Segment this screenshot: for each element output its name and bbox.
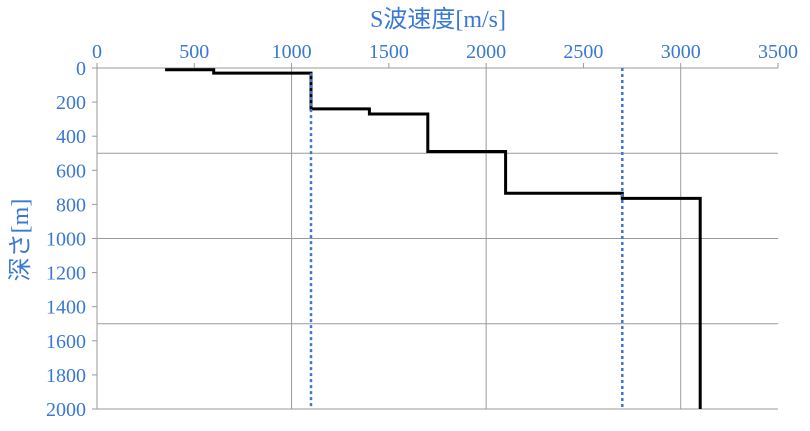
velocity-profile-line	[165, 68, 702, 409]
y-axis-label: 深さ[m]	[7, 199, 34, 282]
x-tick-label: 2000	[466, 41, 506, 63]
y-tick-label: 0	[76, 58, 86, 80]
y-tick-label: 1600	[46, 331, 86, 353]
y-tick-label: 400	[56, 126, 86, 148]
y-tick-label: 600	[56, 160, 86, 182]
y-tick-label: 1400	[46, 297, 86, 319]
y-tick-label: 1200	[46, 263, 86, 285]
x-tick-label: 1500	[369, 41, 409, 63]
y-tick-label: 1000	[46, 229, 86, 251]
x-tick-label: 1000	[272, 41, 312, 63]
x-tick-label: 500	[179, 41, 209, 63]
x-axis-label: S波速度[m/s]	[370, 6, 506, 33]
x-tick-label: 0	[92, 41, 102, 63]
y-tick-label: 2000	[46, 399, 86, 421]
grid	[96, 67, 778, 410]
tick-labels: 0 500 1000 1500 2000 2500 3000 3500 0 200 400 600 80…	[46, 41, 798, 421]
series-group	[165, 68, 702, 409]
y-tick-label: 800	[56, 194, 86, 216]
x-tick-label: 3500	[758, 41, 798, 63]
x-tick-label: 3000	[661, 41, 701, 63]
x-tick-label: 2500	[563, 41, 603, 63]
y-tick-label: 200	[56, 92, 86, 114]
y-tick-label: 1800	[46, 365, 86, 387]
